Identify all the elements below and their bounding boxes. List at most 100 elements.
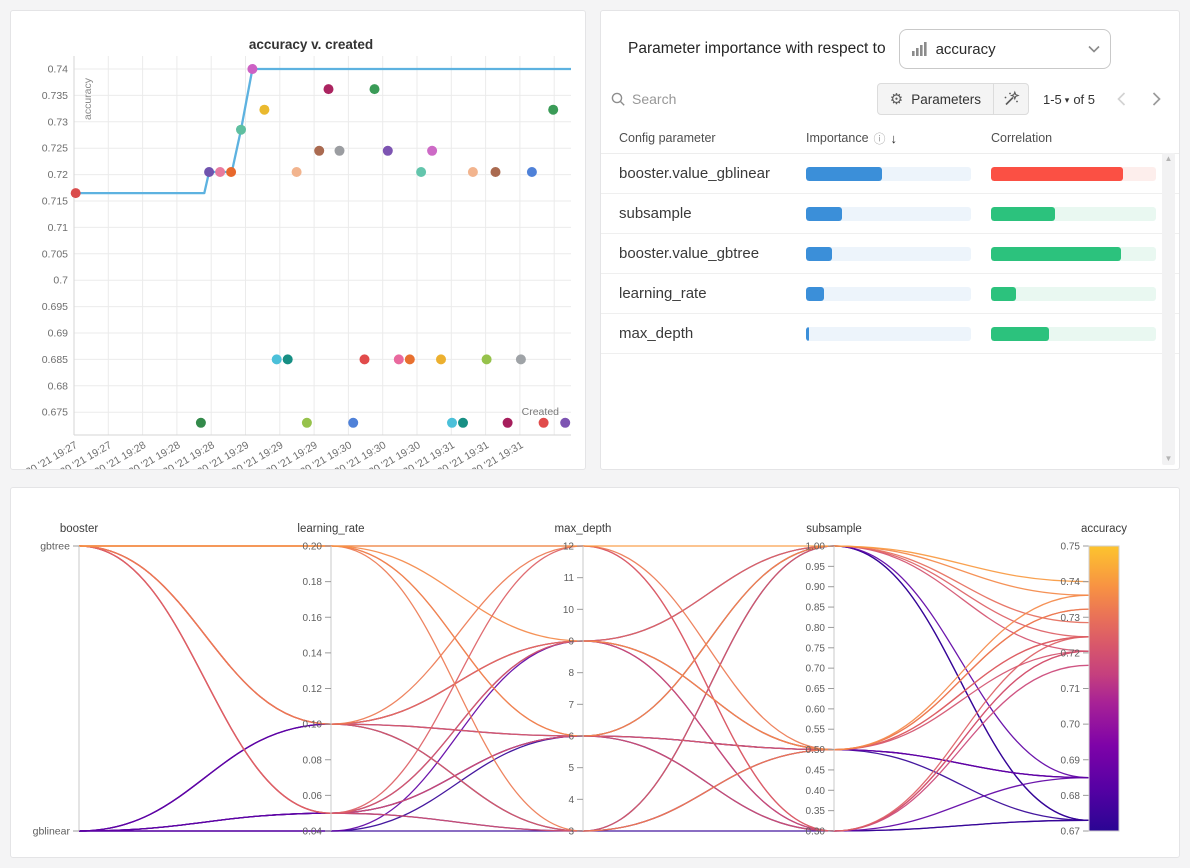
scatter-point[interactable] — [416, 167, 427, 177]
pcoord-run-line[interactable] — [78, 545, 1090, 832]
pcoord-run-line[interactable] — [78, 545, 1090, 832]
pcoord-run-line[interactable] — [78, 545, 1090, 832]
importance-bar-fill — [806, 286, 825, 301]
pcoord-tick-label: 0.75 — [806, 643, 826, 654]
table-row[interactable]: learning_rate — [601, 274, 1179, 314]
accuracy-colorbar[interactable] — [1088, 545, 1120, 832]
scatter-point[interactable] — [447, 417, 457, 428]
parameters-button-label: Parameters — [911, 91, 981, 107]
scatter-point[interactable] — [323, 84, 334, 95]
scatter-chart[interactable]: 0.74 0.735 0.73 0.725 0.72 0.715 0.71 0.705 0.7 0… — [7, 11, 585, 488]
pcoord-tick-label: 3 — [568, 827, 574, 838]
pcoord-tick-label: 0.55 — [806, 725, 826, 736]
scatter-point[interactable] — [526, 167, 537, 177]
importance-header: Parameter importance with respect to acc… — [601, 11, 1179, 71]
scatter-point[interactable] — [359, 354, 370, 365]
table-row[interactable]: booster.value_gblinear — [601, 154, 1179, 194]
correlation-bar-fill — [991, 206, 1056, 221]
scatter-point[interactable] — [427, 145, 438, 156]
column-importance[interactable]: Importance ⓘ ↓ — [806, 130, 898, 146]
pcoord-run-line[interactable] — [78, 545, 1090, 832]
pagination-caret-icon: ▾ — [1064, 94, 1070, 105]
parallel-coordinates-chart[interactable]: booster gbtree gblinear learning_rate 0.20 0.… — [11, 488, 1179, 857]
scatter-point[interactable] — [204, 167, 215, 177]
scatter-point[interactable] — [348, 417, 359, 428]
pcoord-tick-label: 9 — [568, 637, 574, 648]
pcoord-run-line[interactable] — [78, 545, 1090, 832]
search-input[interactable]: Search — [611, 91, 877, 107]
importance-toolbar: Search ⚙ Parameters 1-5 ▾ of 5 — [601, 83, 1179, 115]
pcoord-run-line[interactable] — [78, 545, 1090, 814]
scatter-point[interactable] — [247, 64, 258, 74]
pagination[interactable]: 1-5 ▾ of 5 — [1043, 92, 1095, 107]
next-page-button[interactable] — [1152, 92, 1161, 106]
chevron-down-icon — [1088, 45, 1100, 53]
pcoord-run-line[interactable] — [78, 545, 1090, 832]
pcoord-tick-label: 0.65 — [806, 684, 826, 695]
scatter-point[interactable] — [490, 167, 501, 177]
pcoord-run-line[interactable] — [78, 545, 1090, 832]
scatter-point[interactable] — [538, 417, 549, 428]
panel-accuracy-vs-created: 0.74 0.735 0.73 0.725 0.72 0.715 0.71 0.705 0.7 0… — [7, 10, 586, 488]
scatter-point[interactable] — [236, 124, 246, 135]
scatter-point[interactable] — [560, 417, 571, 428]
scatter-point[interactable] — [195, 417, 206, 428]
prev-page-button[interactable] — [1117, 92, 1126, 106]
parameters-button[interactable]: ⚙ Parameters — [878, 84, 993, 114]
scroll-up-icon[interactable]: ▲ — [1164, 154, 1173, 163]
pcoord-run-line[interactable] — [79, 735, 1090, 832]
y-tick-label: 0.685 — [42, 354, 68, 366]
parameter-name: subsample — [619, 205, 692, 222]
metric-select-dropdown[interactable]: accuracy — [898, 29, 1111, 69]
scatter-point[interactable] — [502, 417, 513, 428]
scatter-point[interactable] — [314, 145, 325, 156]
scatter-point[interactable] — [291, 167, 302, 177]
parameter-name: learning_rate — [619, 285, 707, 302]
column-correlation[interactable]: Correlation — [991, 131, 1053, 145]
scatter-point[interactable] — [70, 188, 81, 199]
pagination-range[interactable]: 1-5 — [1042, 91, 1062, 107]
column-config-parameter[interactable]: Config parameter — [619, 131, 716, 145]
scatter-point[interactable] — [458, 417, 468, 428]
scatter-point[interactable] — [393, 354, 404, 365]
scatter-point[interactable] — [481, 354, 492, 365]
scatter-point[interactable] — [436, 354, 446, 365]
pcoord-tick-label: 0.16 — [303, 613, 323, 624]
magic-wand-button[interactable] — [992, 84, 1028, 114]
scatter-point[interactable] — [467, 167, 478, 177]
sort-desc-icon[interactable]: ↓ — [890, 130, 898, 146]
metric-select-value: accuracy — [935, 40, 996, 58]
pcoord-tick-label: 1.00 — [806, 542, 826, 553]
scatter-point[interactable] — [282, 354, 293, 365]
scatter-point[interactable] — [259, 104, 270, 115]
pcoord-axis-title: max_depth — [555, 523, 612, 535]
table-row[interactable]: subsample — [601, 194, 1179, 234]
scatter-point[interactable] — [271, 354, 282, 365]
pcoord-tick-label: 0.12 — [303, 684, 323, 695]
pagination-nav — [1117, 92, 1161, 106]
scatter-point[interactable] — [515, 354, 526, 365]
pcoord-tick-label: 6 — [568, 732, 574, 743]
scroll-down-icon[interactable]: ▼ — [1164, 454, 1173, 463]
pcoord-run-line[interactable] — [78, 723, 1090, 832]
pcoord-run-line[interactable] — [78, 545, 1090, 832]
scatter-point[interactable] — [334, 145, 345, 156]
scatter-point[interactable] — [226, 167, 237, 177]
info-icon[interactable]: ⓘ — [873, 131, 886, 146]
scatter-point[interactable] — [548, 104, 559, 115]
pcoord-run-line[interactable] — [78, 723, 1090, 832]
table-scrollbar[interactable]: ▲ ▼ — [1162, 153, 1175, 465]
pcoord-run-line[interactable] — [78, 735, 1090, 832]
scatter-point[interactable] — [382, 145, 393, 156]
chevron-right-icon — [1152, 92, 1161, 106]
scatter-point[interactable] — [301, 417, 312, 428]
scatter-point[interactable] — [404, 354, 415, 365]
table-row[interactable]: booster.value_gbtree — [601, 234, 1179, 274]
pcoord-run-line[interactable] — [78, 545, 1090, 832]
pcoord-run-line[interactable] — [78, 545, 1090, 832]
importance-bar-fill — [806, 166, 882, 181]
scatter-point[interactable] — [215, 167, 226, 177]
table-row[interactable]: max_depth — [601, 314, 1179, 354]
scatter-point[interactable] — [369, 84, 380, 95]
panel-parallel-coordinates: booster gbtree gblinear learning_rate 0.20 0.… — [10, 487, 1180, 858]
